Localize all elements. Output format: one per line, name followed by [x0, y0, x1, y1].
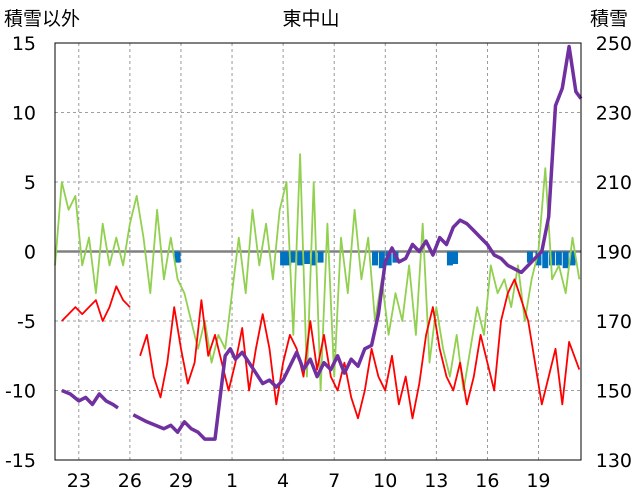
precipitation-bar — [542, 251, 549, 269]
left-tick-label: 0 — [24, 242, 36, 264]
x-tick-label: 19 — [526, 470, 550, 492]
x-tick-label: 26 — [118, 470, 142, 492]
left-tick-label: -15 — [5, 450, 36, 472]
right-axis-label: 積雪 — [590, 8, 628, 30]
precipitation-bar — [303, 251, 310, 265]
precipitation-bar — [297, 251, 304, 266]
right-axis-ticks: 250 230 210 190 170 150 130 — [596, 33, 632, 472]
x-tick-label: 16 — [475, 470, 499, 492]
precipitation-bar — [452, 251, 459, 265]
x-tick-label: 7 — [328, 470, 340, 492]
x-axis-ticks: 23 26 29 1 4 7 10 13 16 19 — [67, 470, 551, 492]
precipitation-bar — [310, 251, 317, 266]
precipitation-bar — [562, 251, 569, 269]
plot-frame — [54, 42, 582, 461]
precipitation-bar — [526, 251, 533, 263]
x-tick-label: 1 — [226, 470, 238, 492]
x-tick-label: 4 — [277, 470, 289, 492]
left-axis-ticks: 15 10 5 0 -5 -10 -15 — [5, 33, 36, 472]
series-lines — [54, 44, 583, 441]
series-line — [61, 44, 583, 441]
right-tick-label: 210 — [596, 172, 632, 194]
left-tick-label: -5 — [17, 311, 36, 333]
series-line — [61, 278, 581, 420]
precipitation-bar — [549, 251, 556, 266]
x-tick-label: 29 — [169, 470, 193, 492]
right-tick-label: 230 — [596, 103, 632, 125]
precipitation-bar — [446, 251, 453, 266]
precipitation-bar — [280, 251, 287, 266]
left-axis-label: 積雪以外 — [4, 8, 80, 30]
right-tick-label: 190 — [596, 242, 632, 264]
precipitation-bar — [174, 251, 181, 263]
x-tick-label: 13 — [424, 470, 448, 492]
precipitation-bars — [174, 251, 576, 269]
x-tick-label: 23 — [67, 470, 91, 492]
precipitation-bar — [569, 251, 576, 266]
left-tick-label: 15 — [12, 33, 36, 55]
precipitation-bar — [378, 251, 385, 269]
left-tick-label: 5 — [24, 172, 36, 194]
precipitation-bar — [535, 251, 542, 266]
precipitation-bar — [290, 251, 297, 263]
right-tick-label: 250 — [596, 33, 632, 55]
precipitation-bar — [317, 251, 324, 263]
right-tick-label: 130 — [596, 450, 632, 472]
chart-title: 東中山 — [282, 8, 339, 30]
precipitation-bar — [285, 251, 292, 266]
series-line — [54, 153, 581, 392]
right-tick-label: 150 — [596, 381, 632, 403]
left-tick-label: 10 — [12, 103, 36, 125]
precipitation-bar — [555, 251, 562, 266]
x-tick-label: 10 — [373, 470, 397, 492]
right-tick-label: 170 — [596, 311, 632, 333]
precipitation-bar — [372, 251, 379, 266]
left-tick-label: -10 — [5, 381, 36, 403]
